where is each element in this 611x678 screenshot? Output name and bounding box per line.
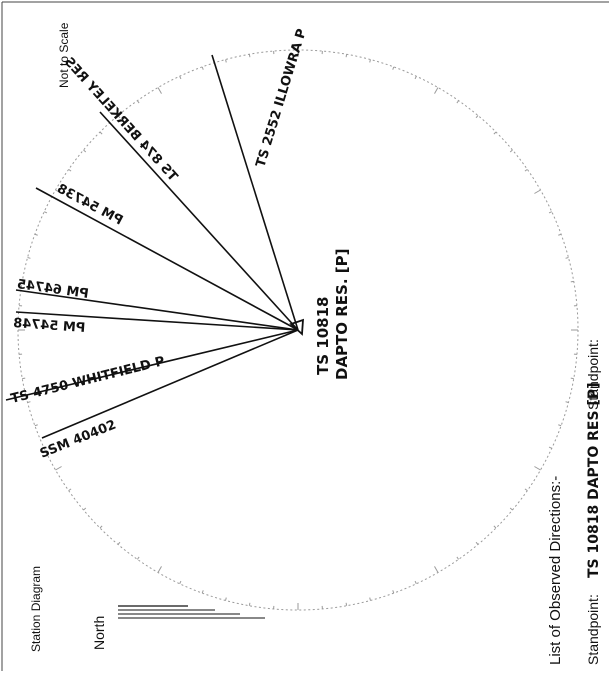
compass-tick (56, 467, 62, 471)
compass-tick (510, 150, 512, 152)
compass-tick (137, 557, 139, 559)
north-arrow (118, 606, 265, 618)
compass-tick (435, 566, 439, 572)
compass-tick (393, 67, 394, 70)
compass-tick (566, 402, 569, 403)
compass-tick (525, 169, 527, 171)
compass-tick (249, 54, 250, 57)
compass-tick (494, 526, 496, 528)
compass-tick (35, 425, 38, 426)
compass-tick (346, 603, 347, 606)
compass-tick (415, 76, 416, 79)
compass-tick (370, 598, 371, 601)
direction-label-ts-2552: TS 2552 ILLOWRA P (253, 27, 309, 169)
compass-tick (202, 67, 203, 70)
compass-tick (35, 234, 38, 235)
compass-tick (510, 508, 512, 510)
scale-note: Not to Scale (57, 22, 71, 88)
compass-tick (370, 60, 371, 63)
compass-tick (137, 101, 139, 103)
compass-tick (457, 101, 459, 103)
direction-rays (6, 55, 298, 438)
compass-tick (22, 378, 25, 379)
standpoint-label-2: Standpoint: (585, 339, 601, 410)
compass-tick (69, 489, 71, 491)
compass-tick (393, 590, 394, 593)
north-label: North (91, 616, 107, 650)
compass-tick (100, 132, 102, 134)
direction-label-pm-64745: PM 64745 (16, 277, 90, 302)
compass-tick (549, 212, 552, 213)
compass-tick (100, 526, 102, 528)
ray-pm-54738 (36, 188, 298, 330)
diagram-title: Station Diagram (29, 566, 43, 652)
compass-tick (549, 447, 552, 448)
compass-tick (226, 60, 227, 63)
standpoint-label: Standpoint: (585, 594, 601, 665)
direction-label-ts-874: TS 874 BERKELEY RES (61, 55, 180, 185)
compass-tick (226, 598, 227, 601)
compass-tick (476, 116, 478, 118)
compass-tick (180, 76, 181, 79)
compass-tick (558, 425, 561, 426)
compass-tick (534, 467, 540, 471)
direction-label-ts-4750: TS 4750 WHITFIELD P (9, 354, 166, 407)
compass-tick (346, 54, 347, 57)
compass-tick (158, 566, 162, 572)
compass-tick (118, 542, 120, 544)
station-name-line2: DAPTO RES. [P] (333, 249, 351, 380)
compass-tick (202, 590, 203, 593)
compass-tick (558, 234, 561, 235)
standpoint-value: TS 10818 DAPTO RES [P] (586, 383, 602, 579)
compass-tick (566, 258, 569, 259)
compass-tick (84, 150, 86, 152)
compass-tick (249, 603, 250, 606)
compass-tick (571, 378, 574, 379)
station-name-line1: TS 10818 (314, 297, 332, 375)
compass-tick (44, 212, 47, 213)
direction-label-pm-54738: PM 54738 (54, 181, 125, 228)
compass-tick (457, 557, 459, 559)
compass-tick (69, 169, 71, 171)
direction-label-ssm-40402: SSM 40402 (38, 418, 119, 462)
direction-label-pm-54748: PM 54748 (13, 316, 86, 336)
compass-tick (476, 542, 478, 544)
compass-tick (435, 88, 439, 94)
compass-tick (571, 281, 574, 282)
compass-tick (415, 581, 416, 584)
list-heading: List of Observed Directions:- (547, 476, 564, 665)
compass-tick (180, 581, 181, 584)
compass-tick (534, 190, 540, 194)
compass-tick (158, 88, 162, 94)
compass-tick (525, 489, 527, 491)
compass-tick (494, 132, 496, 134)
compass-tick (28, 258, 31, 259)
compass-tick (84, 508, 86, 510)
